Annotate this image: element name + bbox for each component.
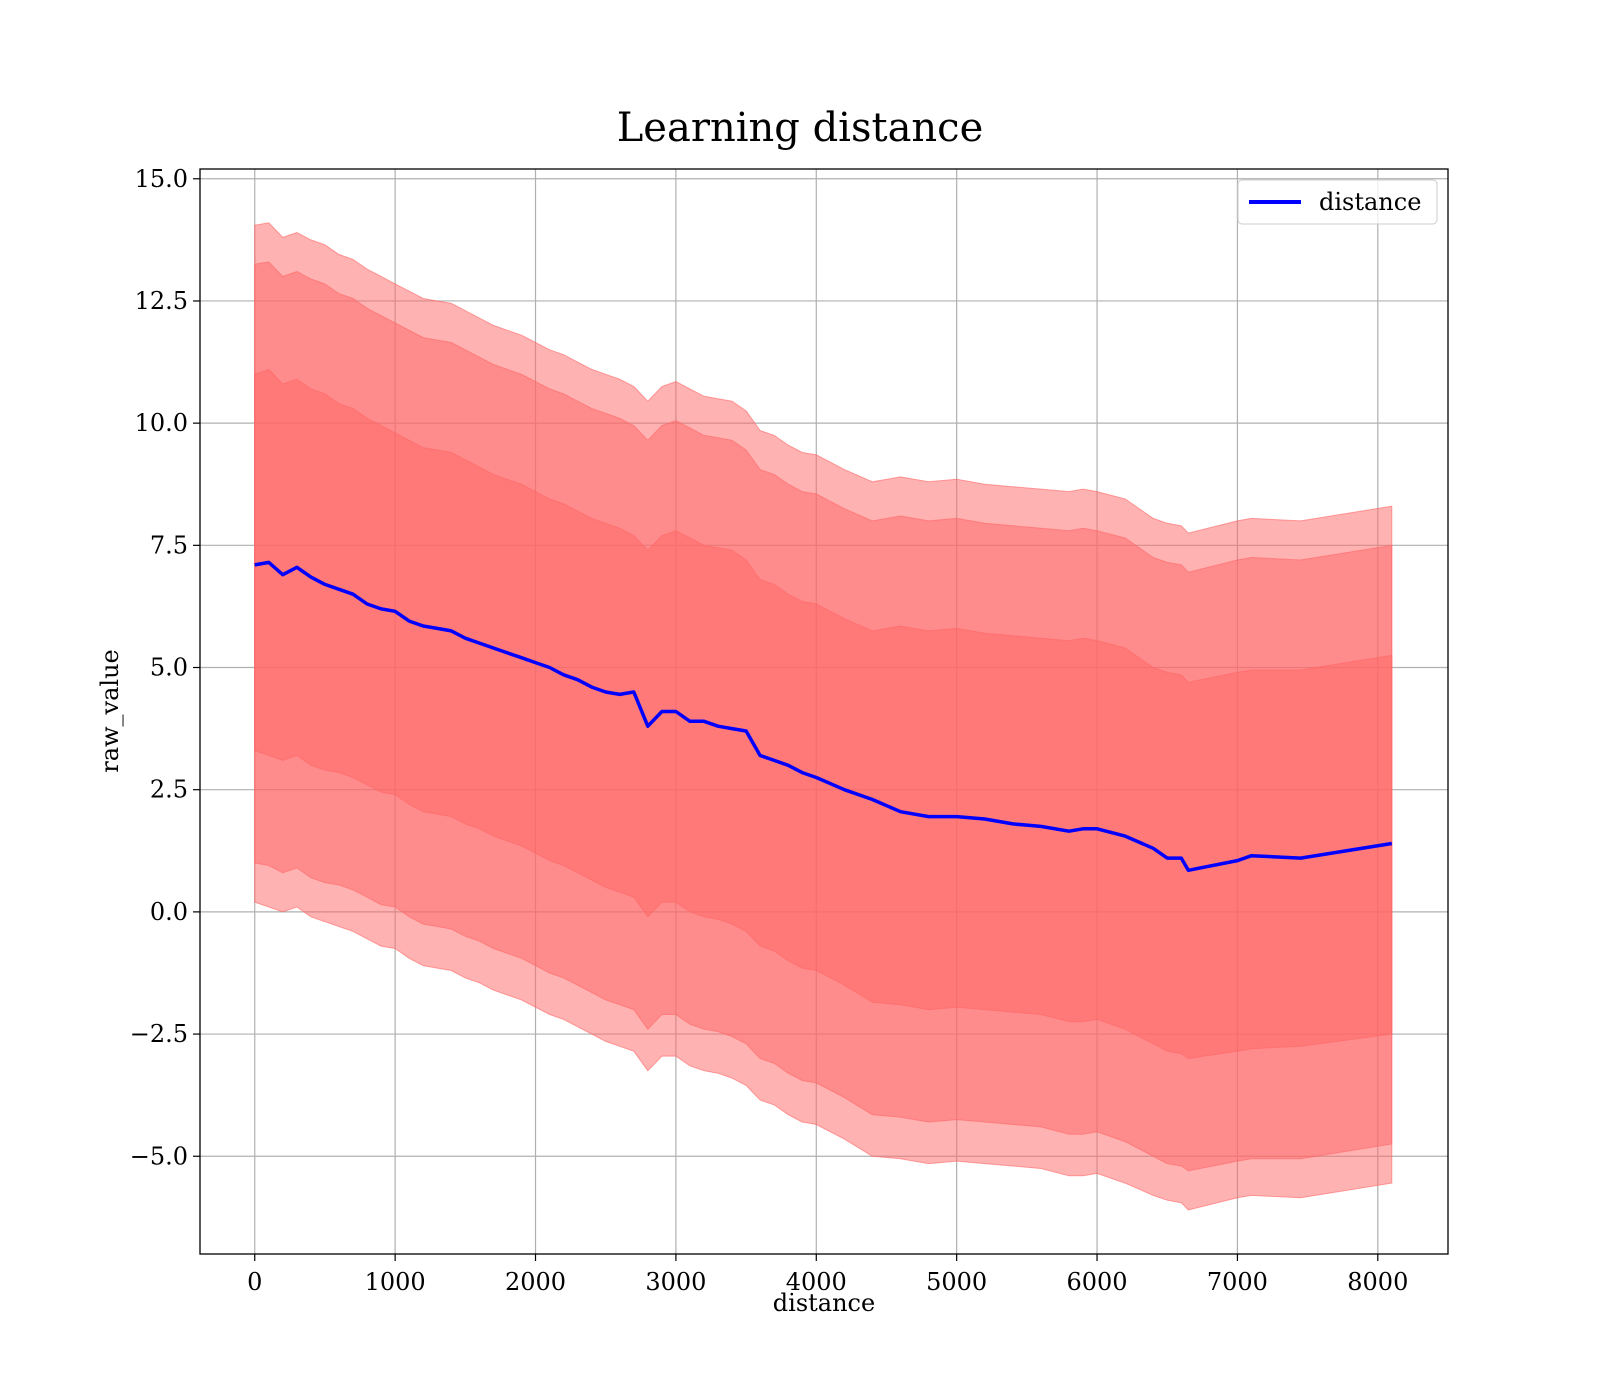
x-tick-label: 3000	[645, 1268, 706, 1296]
band-outer	[254, 222, 1393, 1211]
x-axis-label: distance	[773, 1289, 875, 1317]
x-tick-label: 0	[247, 1268, 262, 1296]
y-tick-label: 5.0	[150, 654, 188, 682]
y-tick-label: −5.0	[130, 1142, 188, 1170]
y-axis-label: raw_value	[96, 649, 124, 773]
series-lines	[254, 560, 1393, 873]
x-tick-label: 8000	[1347, 1268, 1408, 1296]
y-tick-label: 0.0	[150, 898, 188, 926]
legend: distance	[1237, 179, 1438, 225]
x-axis-ticks: 0 1000 2000 3000 4000 5000 6000 7000 8000	[247, 1254, 1408, 1296]
x-tick-label: 7000	[1207, 1268, 1268, 1296]
y-tick-label: 15.0	[135, 165, 188, 193]
x-tick-label: 5000	[926, 1268, 987, 1296]
y-tick-label: 12.5	[135, 287, 188, 315]
y-axis-ticks: −5.0 −2.5 0.0 2.5 5.0 7.5 10.0 12.5 15.0	[130, 165, 200, 1170]
bands	[254, 222, 1393, 1211]
legend-box	[1237, 179, 1438, 225]
y-tick-label: −2.5	[130, 1020, 188, 1048]
series-line-distance	[254, 560, 1393, 873]
x-tick-label: 6000	[1067, 1268, 1128, 1296]
x-tick-label: 1000	[365, 1268, 426, 1296]
x-tick-label: 2000	[505, 1268, 566, 1296]
x-tick-label: 4000	[786, 1268, 847, 1296]
chart-title: Learning distance	[617, 105, 984, 151]
y-tick-label: 10.0	[135, 409, 188, 437]
y-tick-label: 2.5	[150, 776, 188, 804]
y-tick-label: 7.5	[150, 531, 188, 559]
plot-frame	[199, 168, 1449, 1255]
legend-label: distance	[1319, 188, 1421, 216]
